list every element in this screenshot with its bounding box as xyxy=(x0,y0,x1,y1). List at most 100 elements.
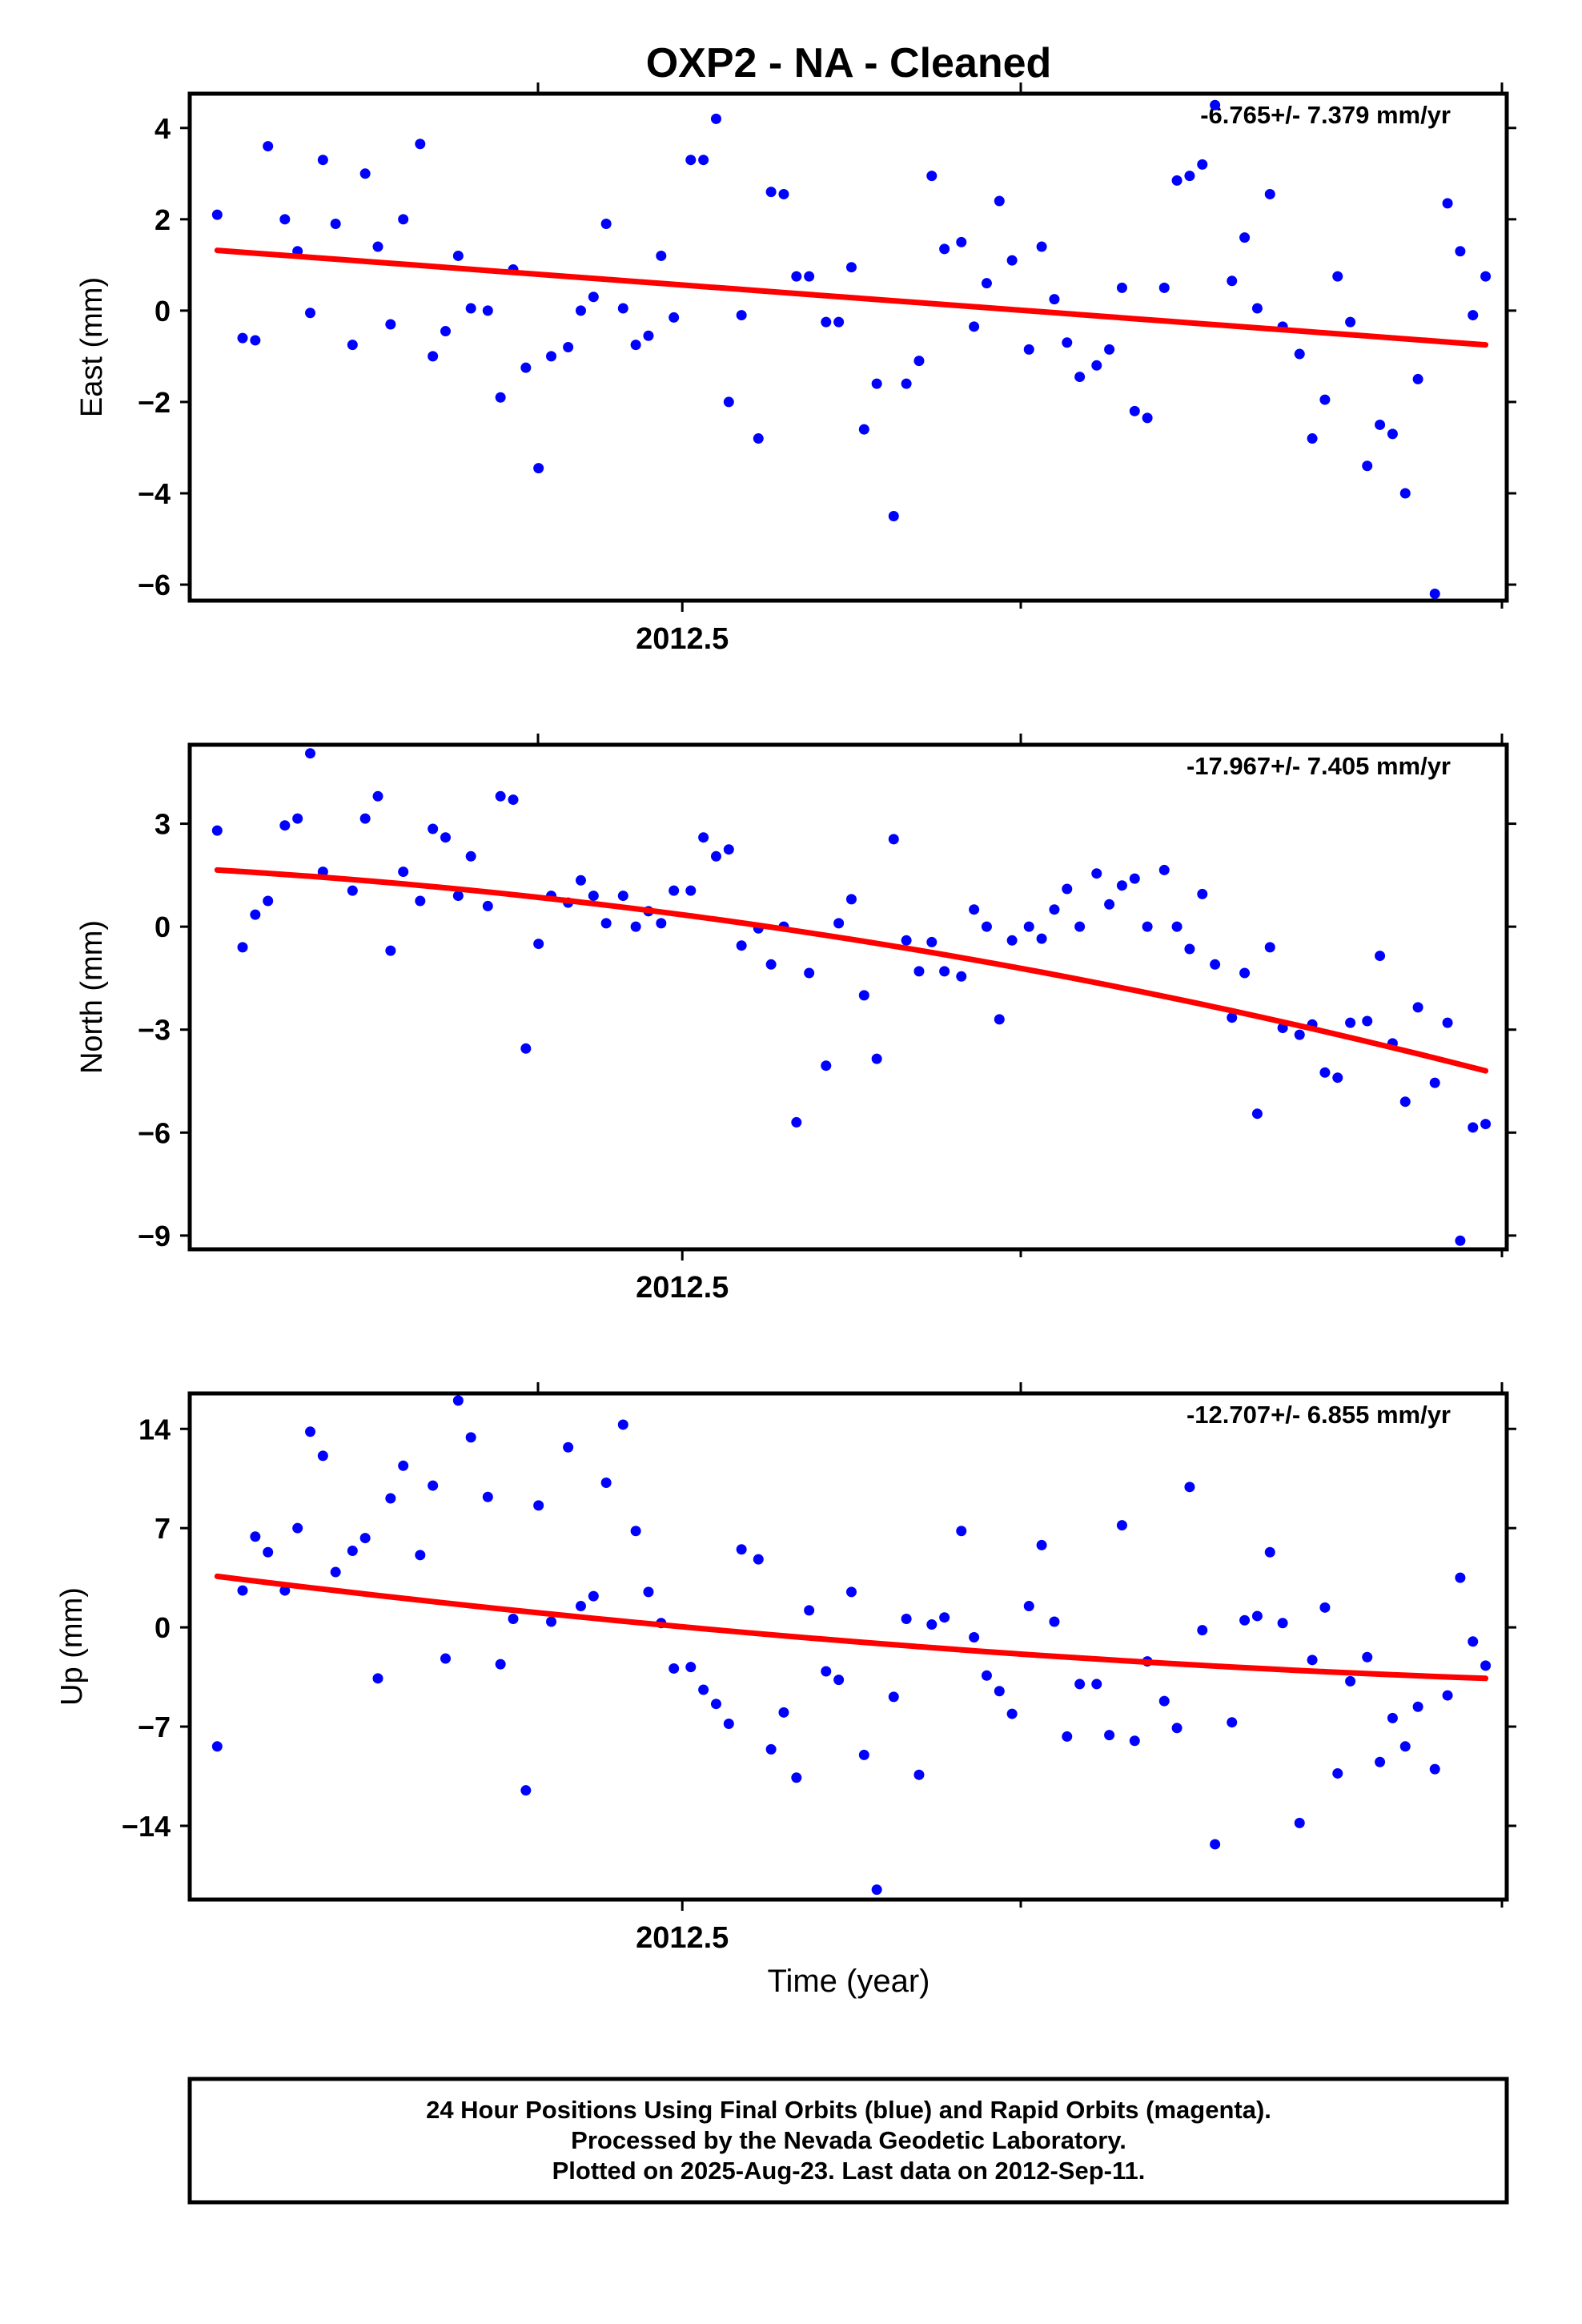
north-data-point xyxy=(292,813,303,824)
east-data-point xyxy=(1006,255,1018,266)
up-data-point xyxy=(1184,1482,1195,1493)
east-data-point xyxy=(913,356,925,367)
up-data-point xyxy=(317,1450,328,1462)
up-data-point xyxy=(956,1526,967,1537)
north-data-point xyxy=(1251,1108,1263,1120)
east-data-point xyxy=(1468,310,1479,321)
up-data-point xyxy=(994,1686,1005,1697)
east-data-point xyxy=(440,326,451,337)
east-data-point xyxy=(347,340,358,351)
east-data-point xyxy=(1036,241,1047,252)
east-data-point xyxy=(1023,344,1034,355)
east-data-point xyxy=(845,262,857,273)
up-data-point xyxy=(778,1707,789,1718)
north-data-point xyxy=(1294,1029,1305,1040)
east-data-point xyxy=(1264,188,1275,199)
east-fit-line xyxy=(214,247,1489,348)
up-data-point xyxy=(736,1544,747,1555)
panel-up: 14 7 0 −7 −14 2012.5 Up (mm) -12.707+/- 6.855 m… xyxy=(55,1382,1516,1955)
up-data-point xyxy=(1091,1679,1102,1690)
up-data-point xyxy=(1036,1539,1047,1550)
east-data-point xyxy=(1239,232,1251,243)
up-data-point xyxy=(723,1718,734,1729)
east-data-point xyxy=(643,330,654,341)
up-y-tick-label: 7 xyxy=(155,1512,171,1545)
east-data-point xyxy=(465,303,476,314)
north-data-point xyxy=(656,918,667,929)
up-data-point xyxy=(1171,1723,1182,1734)
up-fit-line xyxy=(214,1573,1489,1682)
east-data-point xyxy=(888,511,899,521)
up-data-point xyxy=(888,1691,899,1703)
north-data-point xyxy=(723,844,734,855)
up-data-point xyxy=(330,1566,341,1578)
east-data-point xyxy=(765,187,777,198)
north-data-point xyxy=(1049,904,1060,915)
east-data-point xyxy=(1375,419,1386,430)
east-data-point xyxy=(279,214,291,225)
north-x-tick-label: 2012.5 xyxy=(636,1271,729,1305)
up-data-point xyxy=(1455,1572,1466,1583)
north-data-point xyxy=(263,895,274,907)
up-data-point xyxy=(398,1460,409,1471)
east-data-point xyxy=(1332,271,1343,282)
up-data-point xyxy=(465,1432,476,1443)
up-data-point xyxy=(415,1550,426,1561)
north-data-point xyxy=(1023,921,1034,932)
north-data-point xyxy=(617,891,628,902)
east-data-point xyxy=(211,209,223,220)
north-data-point xyxy=(1210,959,1221,970)
north-data-point xyxy=(1062,883,1073,895)
up-data-point xyxy=(969,1631,980,1642)
east-data-point xyxy=(630,340,641,351)
east-data-point xyxy=(833,316,845,328)
up-data-point xyxy=(1387,1712,1398,1723)
east-data-point xyxy=(1429,588,1440,599)
east-data-point xyxy=(305,308,316,319)
north-data-point xyxy=(1412,1002,1423,1013)
up-data-point xyxy=(1062,1731,1073,1742)
north-data-point xyxy=(833,918,845,929)
up-y-tick-label: −7 xyxy=(138,1711,171,1743)
up-data-point xyxy=(1480,1660,1492,1671)
east-data-point xyxy=(317,155,328,166)
east-data-point xyxy=(1442,198,1453,209)
up-data-point xyxy=(1294,1817,1305,1828)
up-plot-frame xyxy=(187,1391,1509,1902)
east-data-point xyxy=(669,312,680,323)
east-y-tick-label: −2 xyxy=(138,386,171,419)
east-data-point xyxy=(533,463,544,474)
north-data-point xyxy=(630,921,641,932)
east-data-point xyxy=(791,271,802,282)
up-rate-label: -12.707+/- 6.855 mm/yr xyxy=(1186,1401,1451,1429)
north-data-point xyxy=(765,959,777,970)
up-data-point xyxy=(901,1613,912,1624)
up-y-tick-label: 14 xyxy=(139,1413,171,1445)
east-data-point xyxy=(804,271,815,282)
up-data-point xyxy=(359,1533,371,1544)
up-data-point xyxy=(821,1666,832,1677)
east-data-point xyxy=(969,321,980,332)
east-data-point xyxy=(1319,394,1331,405)
east-data-point xyxy=(698,155,709,166)
east-plot-frame xyxy=(187,91,1509,603)
up-data-point xyxy=(753,1554,764,1565)
up-data-point xyxy=(1307,1655,1318,1666)
east-data-point xyxy=(821,316,832,328)
up-data-point xyxy=(1074,1679,1086,1690)
east-data-point xyxy=(1362,460,1373,472)
east-data-point xyxy=(939,243,950,255)
north-data-point xyxy=(1332,1072,1343,1084)
up-data-point xyxy=(981,1670,992,1681)
up-data-point xyxy=(1319,1602,1331,1613)
north-data-point xyxy=(440,832,451,843)
north-data-point xyxy=(575,875,586,886)
up-data-point xyxy=(698,1684,709,1695)
north-data-point xyxy=(508,794,519,806)
north-data-point xyxy=(804,967,815,979)
up-data-point xyxy=(440,1653,451,1664)
up-data-point xyxy=(372,1673,383,1684)
up-data-point xyxy=(347,1546,358,1557)
up-data-point xyxy=(643,1586,654,1598)
north-data-point xyxy=(1429,1077,1440,1088)
